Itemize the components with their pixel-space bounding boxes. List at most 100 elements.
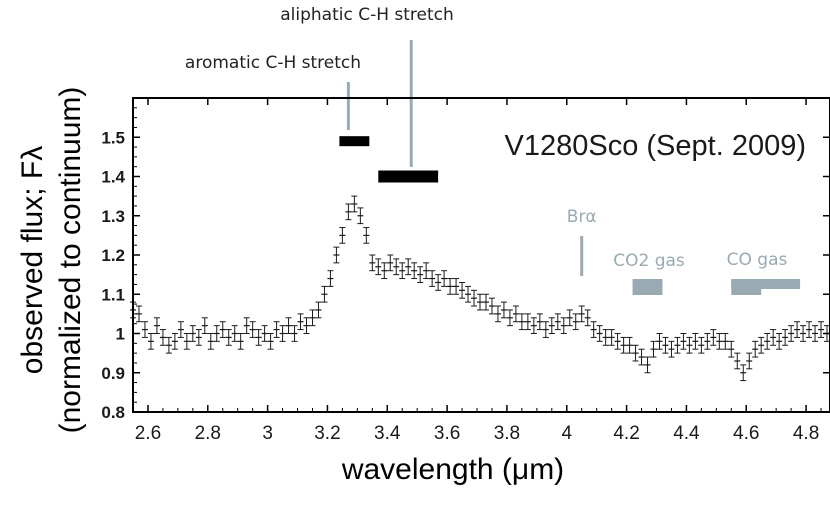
data-point: [554, 313, 561, 331]
data-point: [447, 278, 454, 295]
x-tick-label: 4.4: [673, 423, 700, 444]
x-tick-label: 2.8: [195, 423, 221, 444]
data-point: [453, 278, 460, 295]
data-point: [471, 289, 478, 307]
data-point: [584, 309, 591, 327]
data-point: [536, 313, 543, 331]
data-point: [650, 340, 657, 358]
data-point: [680, 333, 687, 350]
data-point: [411, 262, 418, 280]
data-point: [566, 309, 573, 327]
x-tick-label: 3.6: [434, 423, 460, 444]
data-point: [656, 333, 663, 350]
data-point: [578, 305, 585, 323]
aromatic-range-bar: [339, 136, 370, 147]
data-point: [375, 258, 382, 276]
data-point: [644, 356, 651, 374]
data-point: [231, 325, 238, 342]
y-axis-ticks: 0.8 0.9 1 1.1 1.2 1.3 1.4 1.5: [101, 97, 830, 422]
data-point: [734, 352, 741, 370]
data-point: [321, 285, 328, 303]
data-point: [267, 333, 274, 350]
data-point: [309, 309, 316, 327]
data-point: [752, 340, 759, 358]
data-point: [500, 301, 507, 319]
data-point: [740, 364, 747, 382]
data-point: [638, 348, 645, 366]
data-point: [668, 340, 675, 358]
data-point: [788, 325, 795, 342]
data-point: [512, 305, 519, 323]
x-axis-ticks: 2.6 2.8 3 3.2 3.4 3.6 3.8 4 4.2 4.4 4.6 4.8: [132, 98, 822, 444]
annotation-layer: aromatic C-H stretch aliphatic C-H stretc…: [185, 5, 801, 295]
aliphatic-range-bar: [378, 170, 439, 183]
data-point: [399, 262, 406, 280]
data-point: [357, 207, 364, 225]
y-axis-title-line1: observed flux; Fλ: [16, 146, 49, 374]
data-point: [518, 313, 525, 331]
data-point: [339, 227, 346, 244]
data-point: [596, 325, 603, 342]
co-gas-bar-lower: [731, 279, 762, 295]
data-point: [237, 333, 244, 350]
y-tick-label: 1: [116, 325, 125, 344]
data-point: [429, 270, 436, 287]
data-point: [183, 333, 190, 350]
data-point: [423, 262, 430, 280]
data-point: [297, 313, 304, 331]
data-point: [770, 329, 777, 346]
data-point: [477, 293, 484, 311]
data-point: [620, 336, 627, 354]
data-point: [776, 333, 783, 350]
data-point: [393, 258, 400, 276]
data-point: [794, 321, 801, 338]
data-point: [506, 309, 513, 327]
co-gas-bar: [731, 279, 801, 289]
aromatic-label: aromatic C-H stretch: [185, 53, 361, 73]
data-point: [800, 325, 807, 342]
data-point: [524, 313, 531, 331]
data-point: [818, 321, 825, 338]
data-point: [153, 317, 160, 334]
y-tick-label: 1.1: [101, 285, 125, 304]
x-tick-label: 3.2: [314, 423, 340, 444]
x-tick-label: 3.4: [374, 423, 401, 444]
data-point: [345, 203, 352, 221]
data-point: [207, 333, 214, 350]
data-point: [387, 254, 394, 272]
data-point: [698, 336, 705, 354]
data-point: [548, 317, 555, 334]
data-point: [590, 321, 597, 338]
data-point: [602, 329, 609, 346]
x-tick-label: 4.6: [733, 423, 759, 444]
data-point: [159, 329, 166, 346]
y-tick-label: 0.9: [101, 364, 125, 383]
data-point: [728, 340, 735, 358]
y-axis-title-line2: (normalized to continuum): [54, 87, 87, 434]
y-tick-label: 1.4: [101, 168, 125, 187]
data-point: [608, 329, 615, 346]
data-point: [459, 281, 466, 299]
data-point: [315, 301, 322, 319]
data-point: [632, 344, 639, 362]
data-point: [530, 317, 537, 334]
data-point: [201, 317, 208, 334]
x-tick-label: 4: [561, 423, 572, 444]
data-point: [494, 305, 501, 323]
data-point: [165, 336, 172, 354]
data-point: [435, 274, 442, 291]
data-point: [704, 333, 711, 350]
data-point: [291, 325, 298, 342]
data-point: [303, 317, 310, 334]
y-tick-label: 1.5: [101, 128, 125, 147]
x-tick-label: 4.8: [793, 423, 819, 444]
br-alpha-label: Brα: [567, 207, 597, 227]
data-point: [243, 317, 250, 334]
data-point: [806, 321, 813, 338]
x-tick-label: 3: [262, 423, 273, 444]
data-point: [135, 305, 142, 323]
data-point: [195, 329, 202, 346]
data-point: [327, 270, 334, 287]
data-point: [662, 336, 669, 354]
